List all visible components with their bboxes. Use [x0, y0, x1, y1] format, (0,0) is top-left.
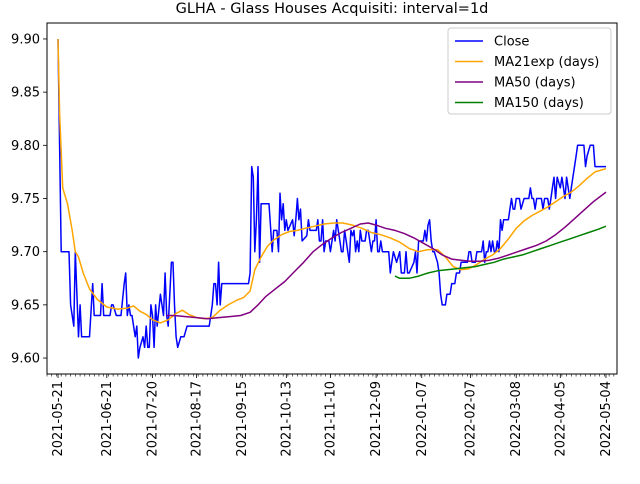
x-tick-label: 2021-10-13	[279, 381, 294, 457]
legend-box	[447, 27, 612, 115]
series-line-1	[57, 38, 606, 359]
y-tick-label: 9.80	[11, 139, 40, 154]
x-tick-label: 2021-12-09	[369, 381, 384, 457]
x-tick-label: 2021-07-20	[145, 381, 160, 457]
y-tick-label: 9.75	[11, 192, 40, 207]
x-tick-label: 2021-05-21	[51, 381, 66, 457]
x-tick-label: 2022-04-05	[553, 381, 568, 457]
series-line-3	[166, 191, 607, 320]
y-tick-label: 9.90	[11, 32, 40, 47]
y-tick-label: 9.70	[11, 245, 40, 260]
legend: Close MA21exp (days) MA50 (days) MA150 (day…	[447, 27, 612, 115]
x-axis: 2021-05-21 2021-06-21 2021-07-20 2021-08-17…	[51, 374, 614, 457]
series-layer	[57, 38, 607, 359]
y-tick-label: 9.85	[11, 86, 40, 101]
legend-label: Close	[494, 35, 529, 50]
series-line-2	[57, 38, 607, 324]
legend-label: MA21exp (days)	[494, 55, 599, 70]
x-tick-label: 2021-11-10	[323, 381, 338, 457]
legend-label: MA150 (days)	[494, 96, 584, 111]
series-line-4	[394, 225, 607, 280]
y-axis: 9.60 9.65 9.70 9.75 9.80 9.85 9.90	[11, 32, 47, 367]
x-tick-label: 2021-09-15	[235, 381, 250, 457]
x-tick-label: 2022-05-04	[599, 381, 614, 457]
x-tick-label: 2021-08-17	[190, 381, 205, 457]
legend-label: MA50 (days)	[494, 76, 576, 91]
y-tick-label: 9.60	[11, 352, 40, 367]
x-tick-label: 2021-06-21	[100, 381, 115, 457]
plot-frame	[46, 22, 618, 375]
x-tick-label: 2022-01-07	[415, 381, 430, 457]
chart-title: GLHA - Glass Houses Acquisiti: interval=…	[176, 1, 489, 17]
y-tick-label: 9.65	[11, 298, 40, 313]
x-tick-label: 2022-03-08	[509, 381, 524, 457]
x-tick-label: 2022-02-07	[464, 381, 479, 457]
